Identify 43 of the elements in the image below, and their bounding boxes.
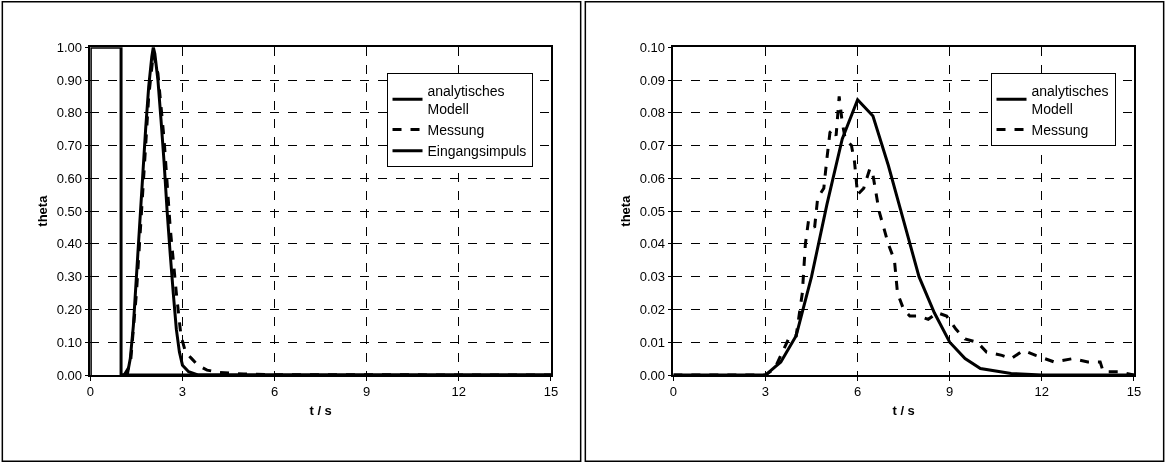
x-tick-label: 0 [86,384,94,400]
y-tick-label: 1.00 [56,39,83,55]
x-tick-label: 3 [178,384,187,400]
legend-label: Eingangsimpuls [427,143,527,160]
x-axis-title: t / s [892,403,915,419]
x-tick-label: 12 [451,384,467,400]
y-axis-title: theta [618,194,634,227]
y-tick-label: 0.90 [56,72,83,88]
y-tick-label: 0.20 [56,302,83,318]
x-tick-label: 9 [946,384,954,400]
x-tick-label: 0 [669,384,677,400]
x-axis-title: t / s [309,403,332,419]
y-tick-label: 0.07 [639,138,666,154]
y-tick-label: 0.05 [639,203,666,219]
y-tick-label: 0.08 [639,105,666,121]
x-tick-label: 3 [761,384,770,400]
legend-label: Messung [1031,121,1089,138]
y-tick-label: 0.00 [639,367,666,383]
y-tick-label: 0.06 [639,170,666,186]
legend-label: analytisches Modell [427,82,505,117]
x-tick-label: 9 [363,384,371,400]
x-tick-label: 12 [1034,384,1050,400]
y-tick-label: 0.10 [56,334,83,350]
y-tick-label: 0.50 [56,203,83,219]
y-tick-label: 0.30 [56,269,83,285]
y-tick-label: 0.60 [56,170,83,186]
y-tick-label: 0.00 [56,367,83,383]
y-tick-label: 0.02 [639,302,666,318]
y-tick-label: 0.40 [56,236,83,252]
y-tick-label: 0.04 [639,236,666,252]
y-tick-label: 0.09 [639,72,666,88]
x-tick-label: 6 [853,384,862,400]
y-tick-label: 0.70 [56,138,83,154]
x-tick-label: 6 [270,384,279,400]
legend-label: analytisches Modell [1031,82,1109,117]
x-tick-label: 15 [1126,384,1142,400]
x-tick-label: 15 [543,384,559,400]
y-tick-label: 0.10 [639,39,666,55]
legend-label: Messung [427,121,485,138]
y-axis-title: theta [35,194,51,227]
y-tick-label: 0.80 [56,105,83,121]
y-tick-label: 0.01 [639,334,666,350]
y-tick-label: 0.03 [639,269,666,285]
